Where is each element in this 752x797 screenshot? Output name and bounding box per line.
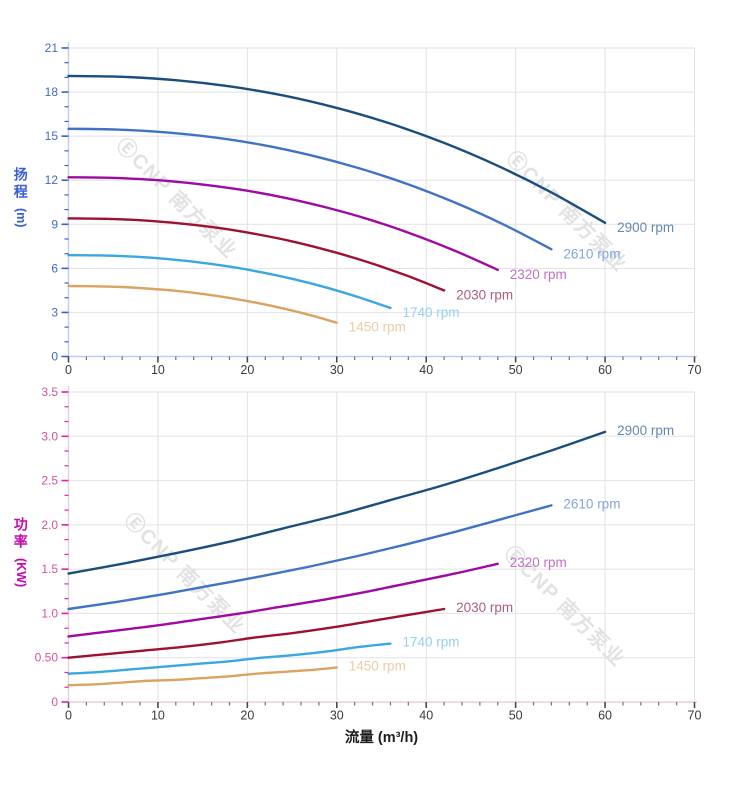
curve-label-power-2030-rpm: 2030 rpm	[456, 600, 513, 615]
head-y-tick-label: 6	[51, 261, 58, 275]
watermark: ⒺCNP 南方泵业	[120, 508, 251, 639]
curve-head-2030-rpm	[67, 217, 446, 292]
power-y-axis-unit: (KW)	[13, 558, 28, 588]
power-y-tick-label: 0	[51, 695, 58, 709]
head-y-tick-label: 18	[45, 85, 59, 99]
head-x-tick-label: 60	[598, 363, 612, 377]
head-y-tick-label: 3	[51, 305, 58, 319]
curve-label-head-2320-rpm: 2320 rpm	[510, 267, 567, 282]
head-y-tick-label: 21	[45, 41, 59, 55]
head-chart: 0 3 6 9 12 15 18 21 0 10 20 30 40 50 60 70 2900 rpm 2610 …	[45, 41, 702, 377]
curve-head-2610-rpm	[67, 127, 553, 251]
power-x-tick-label: 30	[330, 709, 344, 723]
power-y-axis-title-text: 功率	[12, 517, 29, 551]
head-y-tick-label: 0	[51, 350, 58, 364]
head-y-tick-label: 12	[45, 173, 59, 187]
flow-axis-title: 流量 (m³/h)	[344, 730, 419, 746]
power-x-tick-label: 40	[419, 709, 433, 723]
curve-label-power-2610-rpm: 2610 rpm	[563, 496, 620, 511]
head-x-tick-label: 10	[151, 363, 165, 377]
power-x-tick-label: 20	[240, 709, 254, 723]
curve-power-2320-rpm	[67, 562, 499, 638]
curve-power-2610-rpm	[67, 504, 553, 611]
power-y-tick-label: 1.5	[41, 562, 58, 576]
head-y-tick-label: 9	[51, 217, 58, 231]
curve-head-1740-rpm	[67, 253, 392, 310]
power-y-tick-label: 1.0	[41, 606, 58, 620]
curve-label-power-2900-rpm: 2900 rpm	[617, 423, 674, 438]
curve-label-head-1740-rpm: 1740 rpm	[402, 305, 459, 320]
head-x-tick-label: 30	[330, 363, 344, 377]
curve-label-head-2610-rpm: 2610 rpm	[563, 246, 620, 261]
power-x-tick-label: 10	[151, 709, 165, 723]
curve-power-2900-rpm	[67, 430, 607, 575]
curve-label-head-1450-rpm: 1450 rpm	[349, 320, 406, 335]
power-y-tick-label: 0.50	[35, 651, 59, 665]
head-x-tick-label: 0	[65, 363, 72, 377]
head-y-axis-unit: (m)	[13, 208, 28, 228]
head-x-axis: 0 10 20 30 40 50 60 70	[65, 356, 702, 377]
power-x-tick-label: 0	[65, 709, 72, 723]
curve-power-2030-rpm	[67, 607, 446, 659]
curve-power-1450-rpm	[67, 666, 338, 687]
power-y-tick-label: 3.5	[41, 385, 58, 399]
power-y-tick-label: 2.5	[41, 474, 58, 488]
curve-head-1450-rpm	[67, 284, 338, 324]
head-x-tick-label: 40	[419, 363, 433, 377]
head-y-axis-title: 扬程 (m)	[12, 167, 29, 228]
head-x-tick-label: 70	[688, 363, 702, 377]
power-y-axis: 0 0.50 1.0 1.5 2.0 2.5 3.0 3.5	[35, 385, 69, 709]
power-chart: 0 0.50 1.0 1.5 2.0 2.5 3.0 3.5 0 10 20 30 40 50 60 70 29…	[35, 385, 702, 723]
power-y-tick-label: 2.0	[41, 518, 58, 532]
power-x-tick-label: 60	[598, 709, 612, 723]
curve-head-2900-rpm	[67, 74, 607, 225]
power-x-tick-label: 50	[509, 709, 523, 723]
head-y-axis-title-text: 扬程	[12, 167, 29, 201]
curve-head-2320-rpm	[67, 176, 499, 272]
power-y-tick-label: 3.0	[41, 429, 58, 443]
head-y-axis: 0 3 6 9 12 15 18 21	[45, 41, 69, 364]
head-y-tick-label: 15	[45, 129, 59, 143]
head-grid	[68, 47, 695, 357]
curve-label-head-2030-rpm: 2030 rpm	[456, 287, 513, 302]
curve-label-power-2320-rpm: 2320 rpm	[510, 555, 567, 570]
head-x-tick-label: 50	[509, 363, 523, 377]
curve-label-power-1740-rpm: 1740 rpm	[402, 635, 459, 650]
power-x-tick-label: 70	[688, 709, 702, 723]
power-grid	[68, 391, 695, 702]
curve-label-head-2900-rpm: 2900 rpm	[617, 220, 674, 235]
curve-power-1740-rpm	[67, 642, 392, 675]
watermark: ⒺCNP 南方泵业	[112, 133, 243, 264]
head-x-tick-label: 20	[240, 363, 254, 377]
power-y-axis-title: 功率 (KW)	[12, 517, 29, 588]
curve-label-power-1450-rpm: 1450 rpm	[349, 658, 406, 673]
power-x-axis: 0 10 20 30 40 50 60 70	[65, 702, 701, 723]
